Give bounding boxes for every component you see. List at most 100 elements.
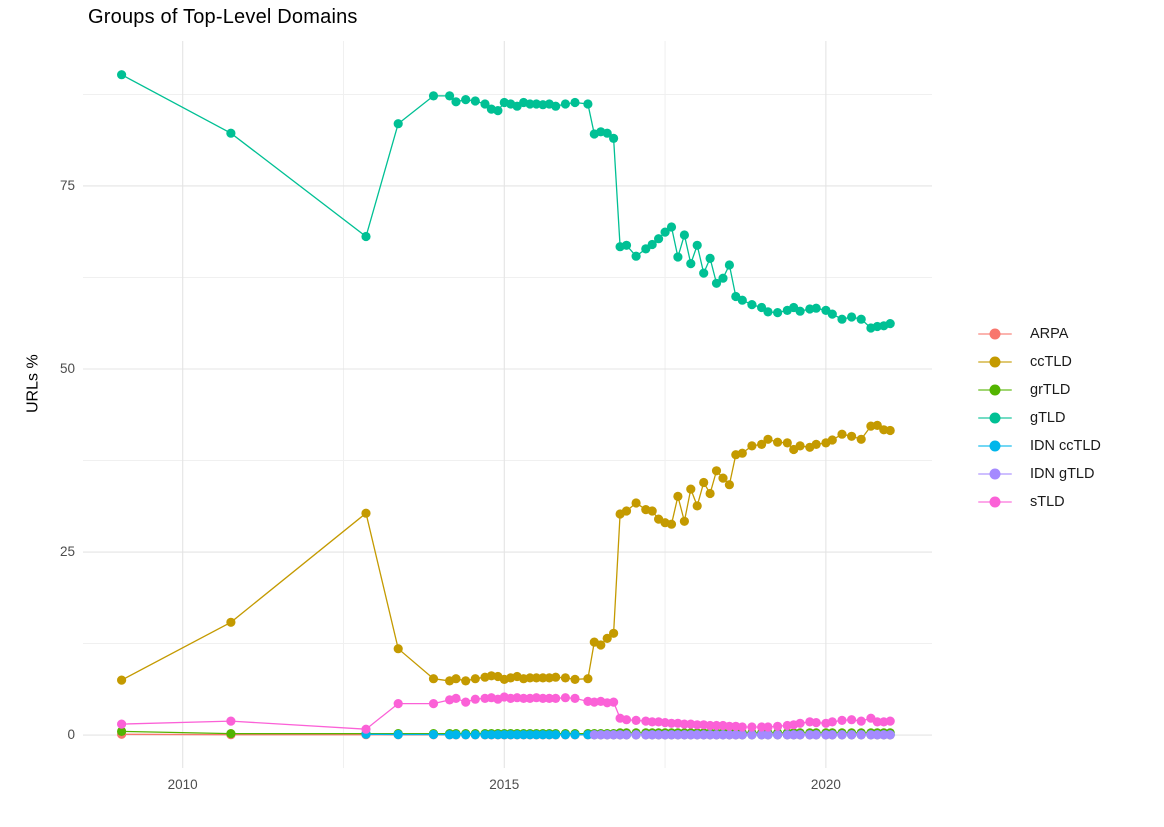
legend-key-icon	[978, 355, 1012, 369]
data-point	[724, 730, 735, 740]
legend-item-idn-gtld: IDN gTLD	[978, 460, 1101, 488]
data-point	[609, 730, 619, 740]
legend-item-gtld: gTLD	[978, 404, 1101, 432]
data-point	[773, 721, 783, 731]
data-point	[451, 674, 461, 684]
data-point	[631, 715, 641, 726]
data-point	[692, 501, 702, 511]
data-point	[747, 300, 757, 310]
series-line	[121, 74, 891, 329]
data-point	[596, 640, 606, 650]
data-point	[763, 434, 773, 444]
data-point	[538, 693, 548, 704]
data-point	[679, 516, 690, 526]
data-point	[117, 675, 127, 685]
data-point	[486, 730, 496, 740]
data-point	[615, 730, 625, 740]
data-point	[531, 730, 542, 740]
data-point	[551, 693, 561, 704]
data-point	[470, 674, 480, 684]
data-point	[519, 693, 529, 704]
data-point	[699, 268, 709, 278]
data-point	[660, 227, 670, 237]
data-point	[451, 97, 461, 107]
data-point	[451, 693, 461, 704]
data-point	[428, 91, 439, 101]
data-point	[480, 730, 490, 740]
data-point	[641, 244, 651, 254]
data-point	[519, 730, 529, 740]
series-gtld	[117, 70, 895, 333]
data-point	[531, 673, 542, 683]
data-point	[827, 730, 837, 740]
data-point	[885, 730, 895, 740]
data-point	[795, 441, 805, 451]
data-point	[763, 722, 773, 732]
data-point	[837, 314, 847, 324]
data-point	[718, 473, 728, 483]
data-point	[361, 724, 371, 734]
data-point	[705, 720, 715, 731]
data-point	[724, 260, 735, 270]
data-point	[660, 730, 670, 740]
data-point	[589, 730, 599, 740]
legend-key-icon	[978, 439, 1012, 453]
data-point	[724, 721, 735, 731]
data-point	[847, 730, 857, 740]
data-point	[679, 230, 690, 240]
data-point	[631, 498, 641, 508]
data-point	[560, 730, 571, 740]
data-point	[757, 722, 767, 732]
legend-key-icon	[978, 383, 1012, 397]
data-point	[117, 719, 127, 729]
data-point	[737, 295, 747, 305]
data-point	[885, 319, 895, 329]
data-point	[673, 252, 683, 262]
data-point	[795, 730, 805, 740]
data-point	[560, 99, 571, 109]
data-point	[673, 730, 683, 740]
data-point	[763, 730, 773, 740]
data-point	[757, 730, 767, 740]
data-point	[461, 676, 471, 686]
x-tick-label: 2010	[167, 777, 198, 792]
data-point	[705, 488, 715, 499]
data-point	[879, 730, 889, 740]
data-point	[686, 484, 696, 494]
data-point	[795, 306, 805, 316]
data-point	[621, 506, 632, 516]
data-point	[692, 240, 702, 250]
data-point	[724, 480, 735, 490]
data-point	[226, 729, 236, 739]
legend-key-icon	[978, 411, 1012, 425]
legend: ARPA ccTLD grTLD gTLD IDN ccTLD IDN gTLD…	[978, 320, 1101, 516]
data-point	[583, 674, 593, 684]
data-point	[647, 239, 657, 250]
data-point	[226, 716, 236, 726]
data-point	[811, 730, 821, 740]
data-point	[705, 253, 715, 263]
series-cctld	[117, 420, 895, 686]
data-point	[641, 730, 651, 740]
data-point	[666, 718, 677, 728]
data-point	[856, 730, 866, 740]
data-point	[538, 673, 548, 683]
data-point	[847, 312, 857, 322]
series-stld	[117, 692, 895, 734]
data-point	[551, 101, 561, 111]
data-point	[631, 251, 641, 261]
data-point	[544, 730, 554, 740]
data-point	[570, 730, 580, 740]
data-point	[647, 717, 657, 727]
data-point	[692, 730, 702, 740]
data-point	[461, 95, 471, 105]
data-point	[757, 302, 767, 313]
data-point	[699, 730, 709, 740]
data-point	[837, 715, 847, 726]
y-tick-label: 50	[59, 360, 75, 376]
data-point	[609, 697, 619, 707]
data-point	[445, 91, 455, 101]
data-point	[811, 718, 821, 728]
y-tick-label: 75	[59, 177, 75, 193]
data-point	[570, 97, 580, 108]
